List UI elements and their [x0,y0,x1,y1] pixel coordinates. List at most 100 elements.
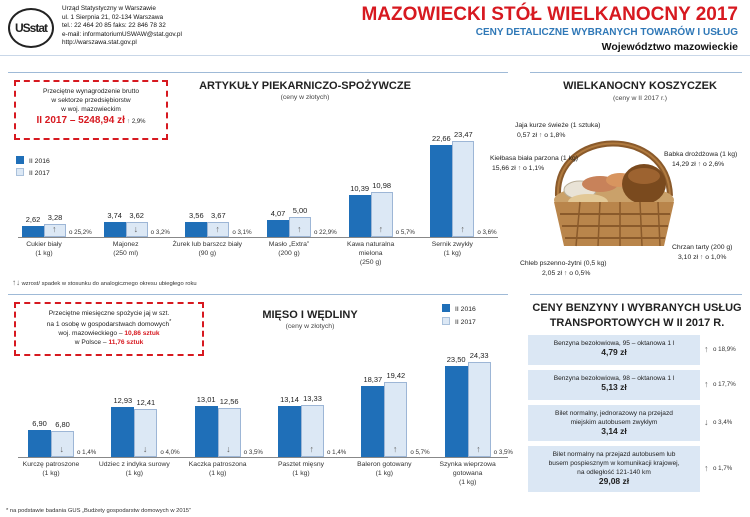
basket-item-eggs-change: o 1,8% [544,132,566,139]
transport-item-label: Benzyna bezołowiowa, 95 – oktanowa 1 l [553,340,675,347]
change-label: o 4,0% [160,449,180,456]
office-contact: Urząd Statystyczny w Warszawie ul. 1 Sie… [62,5,182,48]
legend-swatch-2016 [442,304,450,312]
change-label: o 1,4% [77,449,97,456]
category-label: Baleron gotowany (1 kg) [347,460,421,478]
transport-item-label: Benzyna bezołowiowa, 98 – oktanowa 1 l [553,375,675,382]
basket-item-eggs-value: 0,57 zł [517,132,538,139]
basket-body [554,202,674,246]
category-label-line-1: Kaczka patroszona [188,461,247,468]
consumption-line-2: na 1 osobę w gospodarstwach domowych [46,321,170,329]
category-label-line-1: Żurek lub barszcz biały [172,241,243,248]
value-label-2017: 3,67 [211,211,226,221]
up-arrow-icon: ↑ [392,444,398,454]
consumption-line-4: w Polsce – [74,339,109,347]
category-label-line-1: Baleron gotowany [357,461,412,468]
value-label-2017: 13,33 [303,394,322,404]
category-label: Kaczka patroszona (1 kg) [181,460,255,478]
transport-item: Bilet normalny na przejazd autobusem lub… [528,446,700,492]
bar-2016 [111,406,135,457]
category-label: Sernik zwykły (1 kg) [416,240,488,258]
up-arrow-icon: ↑ [52,224,57,234]
category-label: Kawa naturalna mielona (250 g) [335,240,407,267]
value-label-2016: 23,50 [446,354,466,364]
change-label: o 3,6% [477,229,497,236]
down-arrow-icon: ↓ [226,444,231,454]
value-label-2017: 24,33 [469,351,489,361]
up-arrow-icon: ↑ [704,463,709,473]
bakery-chart: 2,62 3,28 ↑ o 25,2% Cukier biały (1 kg) 3,74 3,… [18,120,508,266]
basket-item-eggs-name: Jaja kurze świeże (1 sztuka) [515,122,601,129]
page-subtitle: CENY DETALICZNE WYBRANYCH TOWARÓW I USŁU… [475,27,738,38]
consumption-box: Przeciętne miesięczne spożycie jaj w szt… [14,302,204,356]
wage-change: 2,9% [131,119,146,125]
category-label-line-2: (1 kg) [35,250,53,257]
bar-2017 [301,405,324,457]
category-label: Pasztet mięsny (1 kg) [264,460,338,478]
transport-title-line-1: CENY BENZYNY I WYBRANYCH USŁUG [532,302,742,314]
category-label-line-2: (1 kg) [375,470,394,477]
value-label-2016: 18,37 [363,374,383,384]
change-label: o 5,7% [395,229,415,236]
legend-swatch-2017 [442,317,450,325]
arrow-note-text: wzrost/ spadek w stosunku do analogiczne… [21,281,197,287]
bar-2016 [103,221,126,237]
bar-2016 [185,222,208,237]
bar-2016 [361,385,385,457]
transport-item: Benzyna bezołowiowa, 98 – oktanowa 1 l 5,… [528,370,700,400]
up-arrow-icon: ↑ [704,344,709,354]
transport-item-label: Bilet normalny, jednorazowy na przejazd [555,410,673,417]
transport-item-label-2: miejskim autobusem zwykłym [570,419,658,426]
divider-mid-left [8,294,508,295]
up-arrow-icon: ↑ [476,444,481,454]
basket-item-babka-value: 14,29 zł [672,161,696,168]
bar-2016 [278,405,301,457]
bar-2016 [267,220,289,237]
transport-item: Benzyna bezołowiowa, 95 – oktanowa 1 l 4,… [528,335,700,365]
up-arrow-icon: ↑ [378,224,384,234]
up-down-arrow-icon: ↑↓ [12,278,20,287]
transport-title-line-2: TRANSPORTOWYCH W II 2017 R. [549,317,725,329]
transport-item-change: o 1,7% [713,465,733,472]
legend-swatch-2017 [16,168,24,176]
up-arrow-icon: ↑ [517,165,522,172]
category-label-line-2: (1 kg) [443,250,462,257]
category-label: Cukier biały (1 kg) [8,240,80,258]
transport-item-label-3: na odległość 121-140 km [577,469,651,476]
value-label-2016: 2,62 [25,215,41,225]
value-label-2017: 23,47 [453,130,473,140]
basket-item-horseradish-change: o 1,0% [705,254,727,261]
wage-box: Przeciętne wynagrodzenie brutto w sektor… [14,80,168,140]
value-label-2016: 22,66 [431,133,451,143]
consumption-line-3: woj. mazowieckiego – [58,330,125,338]
change-label: o 5,7% [410,449,430,456]
basket-item-bread-change: o 0,5% [569,270,591,277]
header-bar [0,0,750,56]
bar-2017 [289,216,311,237]
value-label-2017: 6,80 [55,419,70,429]
bakery-subtitle: (ceny w złotych) [280,94,330,101]
transport-item-value: 3,14 zł [601,426,627,436]
down-arrow-icon: ↓ [142,444,148,454]
category-label-line-2: (1 kg) [125,470,144,477]
category-label-line-1: Pasztet mięsny [277,461,325,468]
divider-mid-right [530,294,742,295]
chart-baseline [18,237,498,238]
category-label: Żurek lub barszcz biały (90 g) [171,240,243,258]
down-arrow-icon: ↓ [704,417,709,427]
value-label-2017: 12,41 [136,397,156,407]
value-label-2017: 5,00 [292,205,308,215]
arrow-note: ↑↓ wzrost/ spadek w stosunku do analogic… [12,278,197,287]
category-label-line-1: Sernik zwykły [431,241,473,248]
consumption-line-1: Przeciętne miesięczne spożycie jaj w szt… [48,310,170,317]
bar-2017 [452,141,475,237]
bar-2017 [384,381,408,457]
category-label: Szynka wieprzowa gotowana (1 kg) [431,460,505,487]
value-label-2017: 19,42 [386,370,406,380]
basket-item-sausage-name: Kiełbasa biała parzona (1 kg) [490,155,579,162]
page-title: MAZOWIECKI STÓŁ WIELKANOCNY 2017 [361,4,738,25]
category-label-line-1: Kawa naturalna mielona [347,241,395,257]
basket-item-babka: Babka drożdżowa (1 kg) 14,29 zł ↑ o 2,6% [664,150,737,170]
up-arrow-icon: ↑ [309,444,315,454]
office-url[interactable]: http://warszawa.stat.gov.pl [62,39,137,47]
